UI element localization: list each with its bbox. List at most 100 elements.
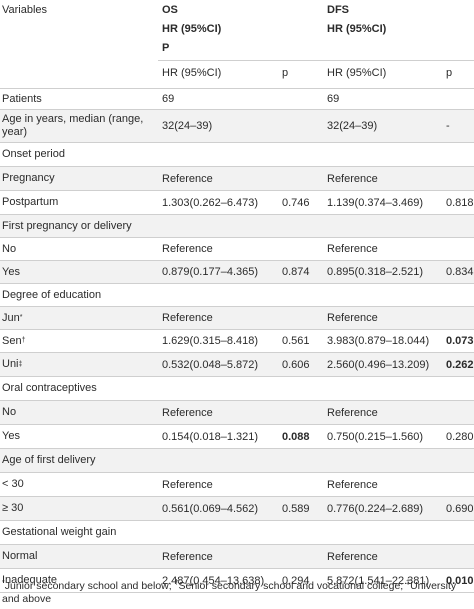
dfs-p-cell: 0.818 xyxy=(446,196,474,209)
row-label: ≥ 30 xyxy=(2,497,152,520)
table-footnote: *Junior secondary school and below; †Sen… xyxy=(2,580,472,606)
table-row: Yes 0.154(0.018–1.321) 0.088 0.750(0.215–1.… xyxy=(0,425,474,449)
row-label-text: Yes xyxy=(2,430,20,442)
row-label-text: ≥ 30 xyxy=(2,502,24,514)
table-header: Variables OS DFS HR (95%CI) HR (95%CI) P… xyxy=(0,0,474,89)
dfs-hr-cell: 1.139(0.374–3.469) xyxy=(327,196,424,209)
row-label-text: Onset period xyxy=(2,148,65,160)
dfs-p-cell: 0.073 xyxy=(446,335,474,347)
footnote-text-1: Junior secondary school and below; xyxy=(4,580,175,592)
dfs-hr-cell: 2.560(0.496–13.209) xyxy=(327,358,430,371)
dfs-p-cell: 0.280 xyxy=(446,430,474,443)
row-label-text: Uni xyxy=(2,358,19,370)
os-hr-cell: 2.487(0.454–13.638) xyxy=(162,574,265,587)
os-p-cell: 0.589 xyxy=(282,502,310,515)
row-label-text: Pregnancy xyxy=(2,172,55,184)
header-dfs: DFS xyxy=(327,4,349,16)
row-label-text: First pregnancy or delivery xyxy=(2,219,132,232)
row-label-text: Inadequate xyxy=(2,574,58,586)
survival-table: Variables OS DFS HR (95%CI) HR (95%CI) P… xyxy=(0,0,474,593)
os-p-cell: 0.561 xyxy=(282,335,310,347)
row-label: Yes xyxy=(2,261,152,283)
dfs-hr-cell: Reference xyxy=(327,172,378,185)
row-label: Age in years, median (range, year) xyxy=(2,110,152,142)
table-row: No Reference Reference xyxy=(0,238,474,261)
row-label-text: Normal xyxy=(2,550,38,562)
row-label: < 30 xyxy=(2,473,152,496)
dfs-hr-cell: 0.750(0.215–1.560) xyxy=(327,430,424,443)
os-hr-cell: 0.532(0.048–5.872) xyxy=(162,358,259,371)
row-label: First pregnancy or delivery xyxy=(2,215,152,237)
header-dfs-hr: HR (95%CI) xyxy=(327,67,387,79)
row-label-text: Sen xyxy=(2,334,22,347)
row-label-text: Postpartum xyxy=(2,196,59,208)
os-hr-cell: 0.154(0.018–1.321) xyxy=(162,430,259,443)
os-hr-cell: 0.561(0.069–4.562) xyxy=(162,502,259,515)
footnote-text-2: Senior secondary school and vocational c… xyxy=(178,580,407,592)
row-label-text: Oral contraceptives xyxy=(2,382,97,394)
dfs-hr-cell: Reference xyxy=(327,312,378,324)
row-label: No xyxy=(2,401,152,424)
os-p-cell: 0.746 xyxy=(282,196,310,209)
os-p-cell: 0.294 xyxy=(282,574,310,587)
table-row: Jun * Reference Reference xyxy=(0,307,474,330)
header-os-p: p xyxy=(282,67,289,79)
table-row: ≥ 30 0.561(0.069–4.562) 0.589 0.776(0.224–2… xyxy=(0,497,474,521)
row-label: Inadequate xyxy=(2,569,152,592)
row-label: Gestational weight gain xyxy=(2,521,152,544)
row-label-text: No xyxy=(2,242,17,255)
footnote-mark-3: ‡ xyxy=(406,579,411,587)
dfs-p-cell: 0.834 xyxy=(446,266,474,278)
header-os-hr: HR (95%CI) xyxy=(162,67,222,79)
os-hr-cell: 1.629(0.315–8.418) xyxy=(162,335,259,347)
os-p-cell: 0.874 xyxy=(282,266,310,278)
footnote-mark-2: † xyxy=(174,579,179,587)
table-row: Normal Reference Reference xyxy=(0,545,474,569)
header-os-hr-top: HR (95%CI) xyxy=(162,23,222,35)
row-label: Oral contraceptives xyxy=(2,377,152,400)
table-body: Patients 69 69 Age in years, median (range,… xyxy=(0,89,474,593)
dfs-hr-cell: 69 xyxy=(327,93,340,105)
header-dfs-hr-top: HR (95%CI) xyxy=(327,23,387,35)
table-row: Gestational weight gain xyxy=(0,521,474,545)
os-hr-cell: 0.879(0.177–4.365) xyxy=(162,266,259,278)
header-os-p-top: P xyxy=(162,42,170,54)
row-label: No xyxy=(2,238,152,260)
header-dfs-p: p xyxy=(446,67,453,79)
os-hr-cell: 1.303(0.262–6.473) xyxy=(162,196,259,209)
row-label-text: Yes xyxy=(2,265,20,278)
table-row: Onset period xyxy=(0,143,474,167)
table-row: Oral contraceptives xyxy=(0,377,474,401)
row-label: Uni ‡ xyxy=(2,358,23,370)
row-label: Onset period xyxy=(2,143,152,166)
dfs-p-cell: 0.690 xyxy=(446,502,474,515)
os-hr-cell: 32(24–39) xyxy=(162,120,213,132)
dfs-p-cell: 0.262 xyxy=(446,358,474,371)
table-row: Postpartum 1.303(0.262–6.473) 0.746 1.139(0… xyxy=(0,191,474,215)
row-label: Jun * xyxy=(2,311,23,324)
table-row: Inadequate 2.487(0.454–13.638) 0.294 5.872(… xyxy=(0,569,474,593)
row-label-text: Degree of education xyxy=(2,288,102,301)
table-row: Age of first delivery xyxy=(0,449,474,473)
dfs-p-cell: - xyxy=(446,120,450,132)
os-hr-cell: Reference xyxy=(162,478,213,491)
dfs-hr-cell: 3.983(0.879–18.044) xyxy=(327,335,430,347)
row-label-text: No xyxy=(2,406,17,418)
dfs-hr-cell: 0.895(0.318–2.521) xyxy=(327,266,424,278)
row-label-text: Age of first delivery xyxy=(2,454,96,466)
row-label: Sen † xyxy=(2,334,26,347)
dfs-hr-cell: Reference xyxy=(327,243,378,255)
os-hr-cell: Reference xyxy=(162,172,213,185)
table-row: < 30 Reference Reference xyxy=(0,473,474,497)
dfs-hr-cell: 5.872(1.541–22.381) xyxy=(327,574,430,587)
os-hr-cell: 69 xyxy=(162,93,175,105)
row-label: Patients xyxy=(2,89,152,109)
table-row: Degree of education xyxy=(0,284,474,307)
table-row: Pregnancy Reference Reference xyxy=(0,167,474,191)
dfs-hr-cell: 32(24–39) xyxy=(327,120,378,132)
os-hr-cell: Reference xyxy=(162,312,213,324)
footnote-text-3: University and above xyxy=(2,580,457,605)
table-row: No Reference Reference xyxy=(0,401,474,425)
header-variables: Variables xyxy=(2,4,48,16)
header-divider xyxy=(158,60,474,61)
